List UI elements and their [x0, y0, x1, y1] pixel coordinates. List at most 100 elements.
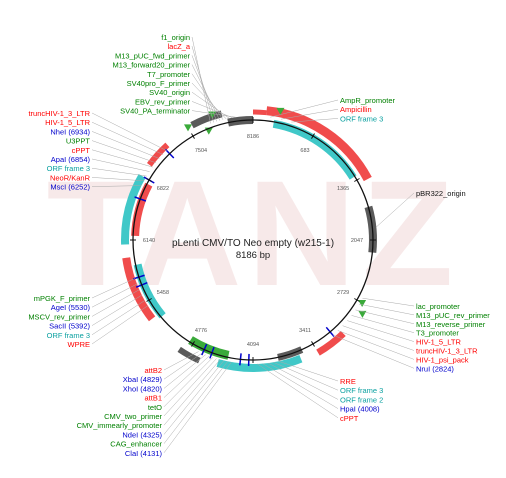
label-labels_left_top-7: EBV_rev_primer	[135, 97, 191, 106]
leader-labels_left_top-5	[191, 82, 227, 120]
tick-label-4: 2729	[337, 290, 349, 296]
feature-labels: f1_originlacZ_aM13_pUC_fwd_primerM13_for…	[28, 33, 490, 458]
tick-label-7: 4776	[195, 328, 207, 334]
leader-labels_right_top-1	[280, 108, 339, 120]
leader-labels_right_top-0	[270, 99, 339, 118]
leader-labels_bottom_left-4	[163, 357, 214, 407]
tick-11	[191, 133, 195, 139]
leader-labels_right_top-2	[291, 118, 339, 123]
leader-labels_right_lower-1	[359, 303, 415, 316]
plasmid-size: 8186 bp	[236, 250, 270, 261]
label-labels_bottom_right-2: ORF frame 2	[340, 395, 383, 404]
leader-labels_left_mid-4	[91, 149, 153, 168]
feature-orf-bottom	[216, 354, 303, 372]
label-labels_bottom_left-6: CMV_immearly_promoter	[77, 421, 163, 430]
leader-labels_left_mid-1	[91, 121, 164, 155]
leader-labels_right_lower-7	[332, 334, 415, 369]
leader-labels_right_lower-4	[347, 320, 415, 342]
tick-label-9: 6140	[143, 238, 155, 244]
label-labels_bottom_left-2: XhoI (4820)	[123, 384, 163, 393]
plasmid-title: pLenti CMV/TO Neo empty (w215-1)	[172, 238, 334, 249]
leader-labels_right_lower-3	[351, 315, 415, 333]
leader-labels_right_mid-0	[376, 192, 415, 228]
label-labels_right_mid-0: pBR322_origin	[416, 189, 466, 198]
leader-labels_left_lower-0	[91, 278, 136, 299]
label-labels_left_lower-4: ORF frame 3	[47, 331, 90, 340]
tick-5	[311, 341, 315, 347]
primer-marker-6	[276, 107, 285, 115]
watermark: TANZ	[47, 149, 460, 317]
tick-label-0: 8186	[247, 134, 259, 140]
label-labels_left_lower-3: SacII (5392)	[49, 322, 90, 331]
leader-labels_left_top-2	[191, 55, 217, 122]
label-labels_bottom_left-4: tetO	[148, 403, 162, 412]
label-labels_bottom_left-3: attB1	[144, 394, 162, 403]
leader-lines	[91, 36, 415, 453]
label-labels_right_top-2: ORF frame 3	[340, 114, 383, 123]
tick-label-3: 2047	[351, 238, 363, 244]
label-labels_left_top-5: SV40pro_F_primer	[127, 79, 191, 88]
leader-labels_bottom_left-7	[163, 360, 225, 435]
leader-labels_bottom_right-3	[262, 363, 339, 409]
label-labels_right_lower-0: lac_promoter	[416, 302, 460, 311]
label-labels_left_lower-0: mPGK_F_primer	[34, 294, 91, 303]
leader-labels_right_lower-6	[337, 330, 415, 360]
leader-labels_bottom_left-2	[163, 354, 206, 389]
tick-label-1: 683	[300, 148, 309, 154]
label-labels_left_mid-7: NeoR/KanR	[50, 173, 91, 182]
label-labels_left_top-2: M13_pUC_fwd_primer	[115, 51, 191, 60]
leader-labels_left_top-7	[191, 101, 233, 118]
label-labels_right_lower-6: HIV-1_psi_pack	[416, 355, 469, 364]
leader-labels_bottom_right-0	[278, 361, 339, 382]
label-labels_left_mid-3: U3PPT	[66, 137, 91, 146]
leader-labels_left_top-8	[191, 110, 236, 118]
feature-ampicillin	[266, 106, 372, 182]
primer-marker-4	[358, 300, 367, 307]
label-labels_right_lower-7: NruI (2824)	[416, 364, 454, 373]
primer-marker-1	[184, 124, 192, 132]
feature-cppt-left	[146, 142, 170, 167]
label-labels_right_top-0: AmpR_promoter	[340, 96, 396, 105]
feature-neor-red	[131, 182, 153, 237]
label-labels_right_lower-4: HIV-1_5_LTR	[416, 338, 461, 347]
leader-labels_bottom_left-0	[163, 351, 199, 371]
leader-labels_left_lower-3	[91, 294, 143, 326]
label-labels_left_mid-6: ORF frame 3	[47, 164, 90, 173]
label-labels_bottom_left-1: XbaI (4829)	[123, 375, 163, 384]
label-labels_bottom_left-9: ClaI (4131)	[125, 449, 163, 458]
leader-labels_bottom_right-2	[267, 362, 339, 400]
label-labels_left_mid-4: cPPT	[72, 146, 91, 155]
label-labels_right_lower-2: M13_reverse_primer	[416, 320, 486, 329]
label-labels_left_mid-0: truncHIV-1_3_LTR	[28, 109, 90, 118]
leader-labels_bottom_left-3	[163, 355, 210, 398]
leader-labels_bottom_left-6	[163, 359, 221, 426]
feature-ctrl-gray	[177, 346, 201, 364]
label-labels_left_top-0: f1_origin	[161, 33, 190, 42]
leader-labels_bottom_right-1	[273, 362, 339, 391]
leader-labels_bottom_left-8	[163, 361, 228, 444]
leader-labels_left_mid-3	[91, 140, 157, 164]
tick-label-2: 1365	[337, 186, 349, 192]
tick-label-6: 4094	[247, 342, 259, 348]
tick-marks: 8186 683 1365 2047 2729 3411 4094 4776 5458 6140 6…	[130, 117, 376, 363]
leader-labels_right_lower-0	[362, 297, 415, 307]
label-labels_left_top-4: T7_promoter	[147, 70, 190, 79]
leader-labels_left_mid-2	[91, 131, 160, 159]
label-labels_left_mid-5: ApaI (6854)	[51, 155, 91, 164]
tick-7	[191, 341, 195, 347]
leader-labels_bottom_right-4	[257, 363, 339, 419]
label-labels_left_lower-1: AgeI (5530)	[51, 303, 91, 312]
feature-sv40	[190, 110, 223, 129]
tick-10	[146, 178, 152, 182]
label-labels_left_top-1: lacZ_a	[167, 42, 190, 51]
label-labels_bottom_right-0: RRE	[340, 377, 356, 386]
label-labels_left_lower-2: MSCV_rev_primer	[28, 312, 90, 321]
primer-marker-5	[358, 310, 367, 318]
leader-labels_left_mid-6	[91, 167, 147, 177]
tick-4	[354, 298, 360, 302]
feature-ltr-right	[316, 330, 346, 356]
leader-labels_left_lower-4	[91, 300, 145, 336]
label-labels_bottom_left-7: NdeI (4325)	[122, 430, 162, 439]
